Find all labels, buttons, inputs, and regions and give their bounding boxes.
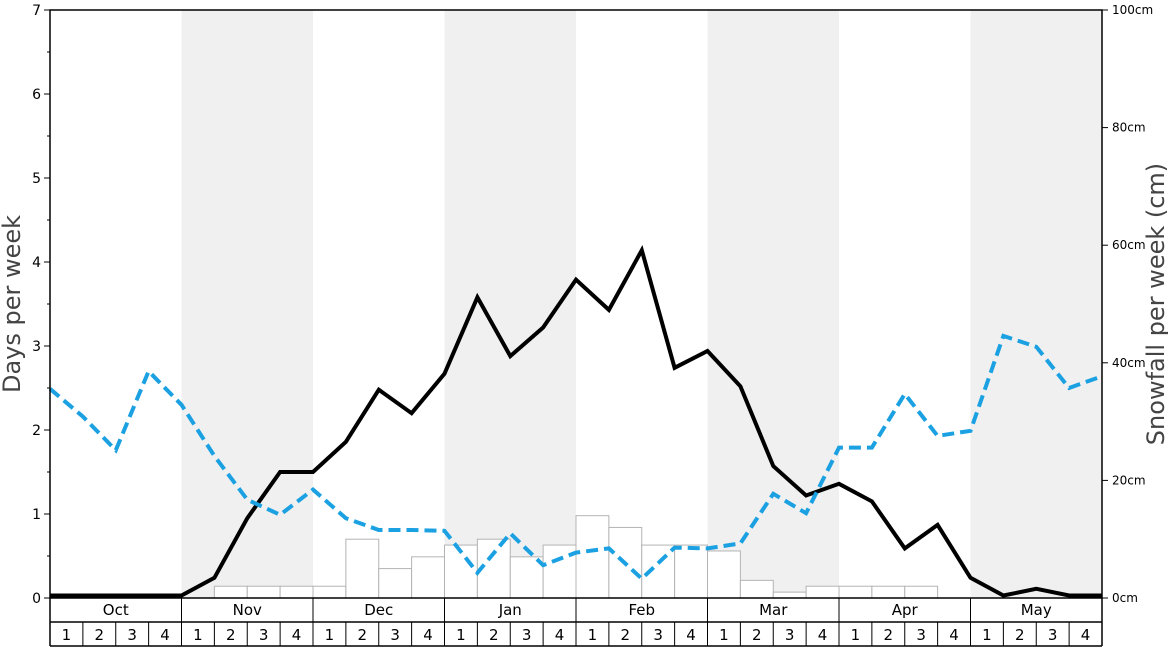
week-label: 4 <box>949 626 959 644</box>
week-label: 2 <box>752 626 762 644</box>
snowfall-bar <box>805 585 840 599</box>
month-label: Apr <box>892 601 919 619</box>
y-tick-label-left: 0 <box>32 591 41 607</box>
y-tick-label-left: 5 <box>32 171 41 187</box>
week-label: 1 <box>456 626 466 644</box>
week-label: 2 <box>621 626 631 644</box>
y-tick-label-left: 4 <box>32 255 41 271</box>
y-tick-label-right: 20cm <box>1112 473 1146 487</box>
week-label: 4 <box>423 626 433 644</box>
week-label: 2 <box>1015 626 1025 644</box>
snowfall-bar <box>279 585 314 599</box>
snowfall-bar <box>213 585 248 599</box>
week-label: 4 <box>686 626 696 644</box>
y-tick-label-right: 80cm <box>1112 121 1146 135</box>
y-tick-label-right: 40cm <box>1112 356 1146 370</box>
month-label: Jan <box>498 601 522 619</box>
week-label: 2 <box>489 626 499 644</box>
month-band-may <box>970 10 1102 598</box>
week-label: 2 <box>884 626 894 644</box>
week-label: 3 <box>259 626 269 644</box>
week-label: 2 <box>226 626 236 644</box>
week-label: 4 <box>1081 626 1091 644</box>
week-label: 3 <box>916 626 926 644</box>
month-bands <box>181 10 1102 598</box>
y-tick-label-right: 0cm <box>1112 591 1138 605</box>
left-axis: 0 1 2 3 4 5 6 7 <box>32 3 50 607</box>
series-line-solid <box>50 244 1102 598</box>
snowfall-bar <box>707 550 741 599</box>
week-label: 1 <box>325 626 335 644</box>
month-label: May <box>1021 601 1052 619</box>
y-tick-label-right: 60cm <box>1112 238 1146 252</box>
snowfall-bar <box>575 515 610 599</box>
snowfall-bar <box>312 585 347 599</box>
snowfall-bar <box>674 544 708 599</box>
week-label: 3 <box>653 626 663 644</box>
month-band-jan <box>444 10 576 598</box>
snowfall-bar <box>772 591 807 599</box>
y-axis-label-left: Days per week <box>0 215 26 393</box>
week-label: 3 <box>390 626 400 644</box>
week-label: 4 <box>292 626 302 644</box>
week-label: 2 <box>358 626 368 644</box>
month-label: Mar <box>759 601 788 619</box>
y-tick-label-left: 1 <box>32 507 41 523</box>
week-label: 4 <box>818 626 828 644</box>
snowfall-bar <box>904 585 939 599</box>
right-axis: 0cm 20cm 40cm 60cm 80cm 100cm <box>1102 3 1153 605</box>
month-label: Nov <box>233 601 262 619</box>
week-label: 3 <box>1048 626 1058 644</box>
snowfall-bar <box>411 556 445 599</box>
week-label: 1 <box>851 626 861 644</box>
month-band-mar <box>707 10 839 598</box>
y-tick-label-left: 3 <box>32 339 41 355</box>
week-label: 4 <box>555 626 565 644</box>
y-tick-label-left: 2 <box>32 423 41 439</box>
snowfall-bar <box>378 568 413 599</box>
week-label: 2 <box>95 626 105 644</box>
x-axis-table: Oct 1 2 3 4 Nov 1 2 3 4 Dec 1 2 3 4 Jan 1 2 3 4 Feb 1 2 3 4 Mar 1 2… <box>49 598 1103 647</box>
week-label: 1 <box>193 626 203 644</box>
week-label: 1 <box>982 626 992 644</box>
week-label: 1 <box>719 626 729 644</box>
y-tick-label-left: 6 <box>32 87 41 103</box>
series-line-dashed <box>48 333 1103 582</box>
snowfall-bar <box>871 585 906 599</box>
snowfall-bar <box>838 585 873 599</box>
snowfall-bar <box>739 579 774 599</box>
month-label: Feb <box>628 601 655 619</box>
week-label: 3 <box>127 626 137 644</box>
month-label: Dec <box>364 601 393 619</box>
month-label: Oct <box>103 601 129 619</box>
series-lines <box>48 244 1103 598</box>
week-label: 1 <box>588 626 598 644</box>
y-tick-label-right: 100cm <box>1112 3 1153 17</box>
snowfall-bar <box>509 556 544 599</box>
week-label: 3 <box>522 626 532 644</box>
snowfall-bar <box>246 585 281 599</box>
week-label: 1 <box>62 626 72 644</box>
y-tick-label-left: 7 <box>32 3 41 19</box>
week-label: 3 <box>785 626 795 644</box>
week-label: 4 <box>160 626 170 644</box>
y-axis-label-right: Snowfall per week (cm) <box>1142 163 1168 445</box>
snowfall-bar <box>345 538 380 599</box>
month-band-nov <box>181 10 313 598</box>
